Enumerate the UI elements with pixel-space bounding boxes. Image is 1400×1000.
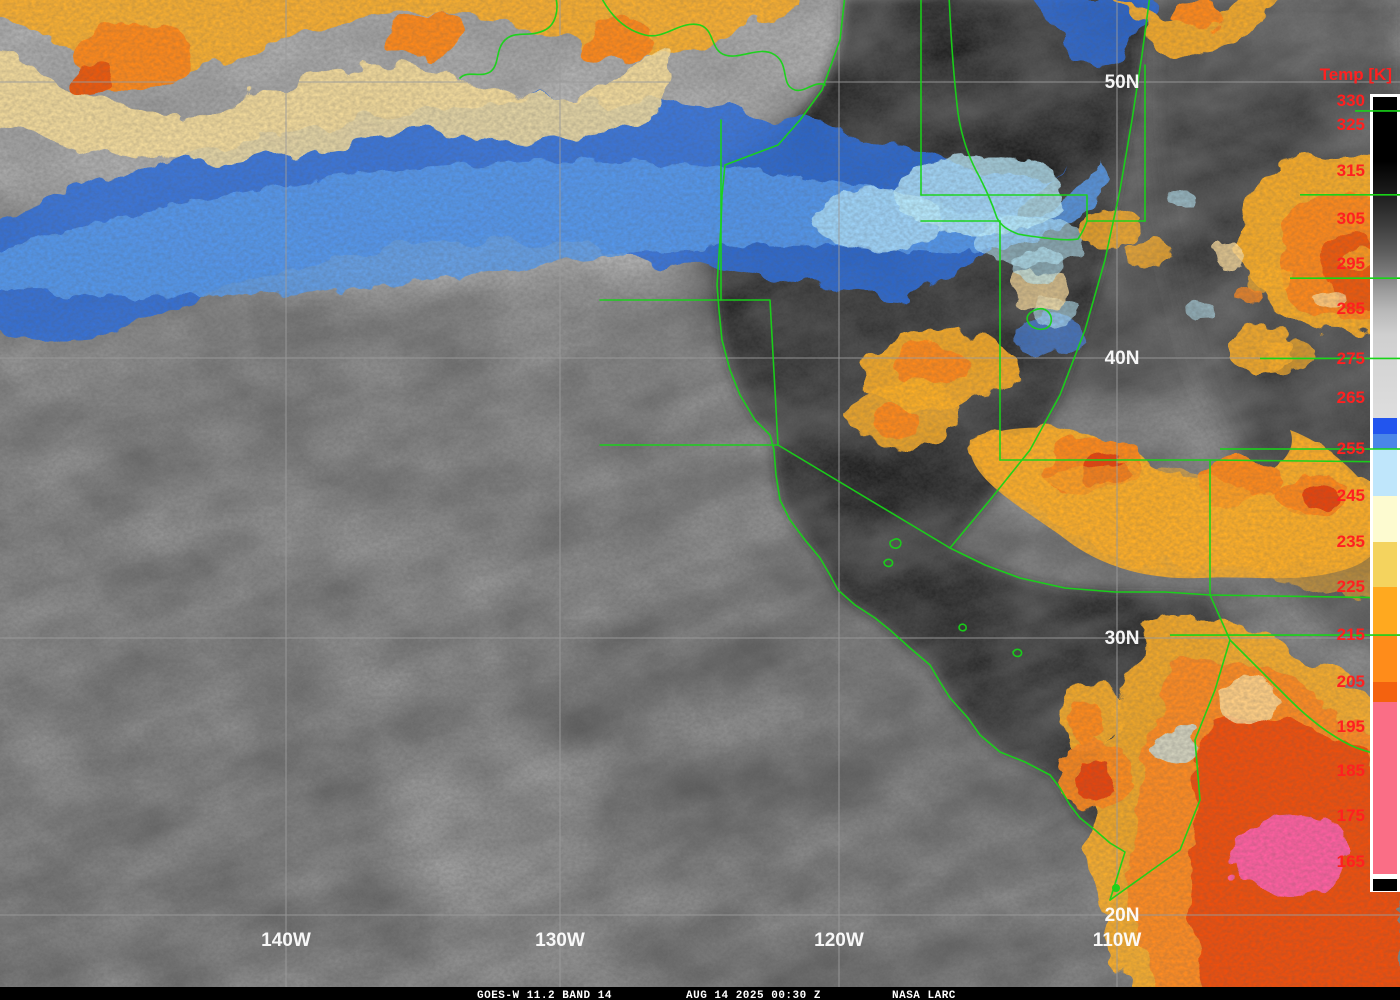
svg-text:GOES-W 11.2 BAND 14: GOES-W 11.2 BAND 14 <box>477 990 612 1000</box>
svg-text:AUG 14 2025 00:30 Z: AUG 14 2025 00:30 Z <box>686 990 821 1000</box>
svg-text:NASA LARC: NASA LARC <box>892 990 956 1000</box>
